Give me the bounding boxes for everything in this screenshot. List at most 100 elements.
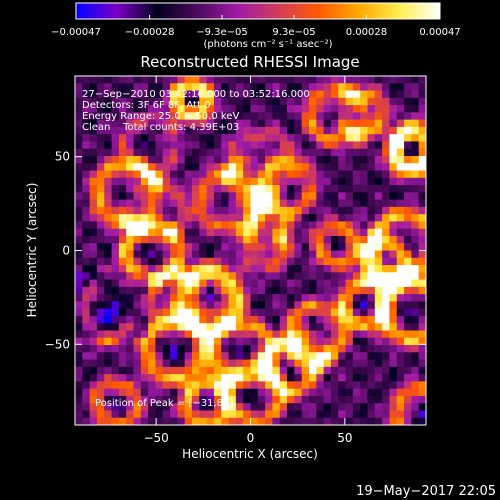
heatmap-cell [352,257,361,266]
heatmap-cell [374,388,383,397]
heatmap-cell [257,374,266,382]
heatmap-cell [396,294,405,302]
heatmap-cell [155,170,164,179]
heatmap-cell [111,366,120,375]
heatmap-cell [177,134,186,143]
heatmap-cell [404,410,412,419]
heatmap-cell [206,279,215,288]
heatmap-cell [352,272,361,281]
heatmap-cell [177,388,186,397]
heatmap-cell [250,265,259,273]
heatmap-cell [382,345,391,353]
heatmap-cell [265,206,274,215]
heatmap-cell [104,97,113,106]
heatmap-cell [301,90,310,99]
heatmap-cell [411,235,420,244]
heatmap-cell [250,257,259,266]
heatmap-cell [192,170,200,179]
heatmap-cell [184,388,193,397]
heatmap-cell [243,272,252,281]
heatmap-cell [140,272,149,281]
heatmap-cell [294,410,303,419]
heatmap-cell [382,192,391,201]
heatmap-cell [206,286,215,295]
heatmap-cell [309,206,317,215]
heatmap-cell [89,170,98,179]
heatmap-cell [404,199,412,208]
heatmap-cell [155,141,164,150]
heatmap-cell [396,417,405,425]
heatmap-cell [265,337,274,346]
heatmap-cell [118,228,127,237]
heatmap-cell [250,235,259,244]
heatmap-cell [206,134,215,143]
heatmap-cell [228,315,237,324]
heatmap-cell [287,185,295,193]
heatmap-cell [235,112,244,121]
heatmap-cell [89,206,98,215]
heatmap-cell [374,221,383,230]
heatmap-cell [323,177,332,186]
heatmap-cell [272,177,281,186]
heatmap-cell [89,265,98,273]
heatmap-cell [287,366,295,375]
heatmap-cell [206,177,215,186]
heatmap-cell [192,163,200,172]
heatmap-cell [272,388,281,397]
heatmap-cell [265,345,274,353]
heatmap-cell [82,315,91,324]
heatmap-cell [213,155,222,164]
heatmap-cell [75,308,83,317]
heatmap-cell [177,257,186,266]
heatmap-cell [170,148,178,157]
heatmap-cell [294,141,303,150]
heatmap-cell [309,330,317,339]
heatmap-cell [192,199,200,208]
heatmap-cell [330,323,339,332]
heatmap-cell [345,250,354,259]
heatmap-cell [265,214,274,223]
heatmap-cell [82,163,91,172]
heatmap-cell [272,272,281,281]
heatmap-cell [250,148,259,157]
heatmap-cell [323,286,332,295]
colorbar-ticks: −0.00047 −0.00028 −9.3e−05 9.3e−05 0.00028 0.… [51,15,461,38]
heatmap-cell [162,177,171,186]
heatmap-cell [133,337,142,346]
heatmap-cell [345,272,354,281]
heatmap-cell [323,417,332,425]
heatmap-cell [250,170,259,179]
heatmap-cell [265,221,274,230]
heatmap-cell [111,395,120,404]
heatmap-cell [301,294,310,302]
heatmap-cell [418,395,426,404]
heatmap-cell [140,366,149,375]
heatmap-cell [287,381,295,390]
heatmap-cell [279,76,288,84]
heatmap-cell [389,177,398,186]
heatmap-cell [235,308,244,317]
heatmap-cell [155,272,164,281]
heatmap-cell [235,301,244,310]
heatmap-cell [338,83,347,92]
heatmap-cell [367,243,376,252]
heatmap-cell [411,206,420,215]
heatmap-cell [418,257,426,266]
heatmap-cell [389,119,398,128]
heatmap-cell [411,374,420,382]
heatmap-cell [389,141,398,150]
heatmap-cell [243,148,252,157]
heatmap-cell [360,359,369,368]
heatmap-cell [184,330,193,339]
heatmap-cell [118,323,127,332]
heatmap-cell [330,272,339,281]
heatmap-cell [250,206,259,215]
heatmap-cell [389,388,398,397]
heatmap-cell [279,403,288,412]
heatmap-cell [250,221,259,230]
heatmap-cell [243,192,252,201]
heatmap-cell [396,134,405,143]
heatmap-cell [367,381,376,390]
heatmap-cell [396,76,405,84]
heatmap-cell [352,206,361,215]
